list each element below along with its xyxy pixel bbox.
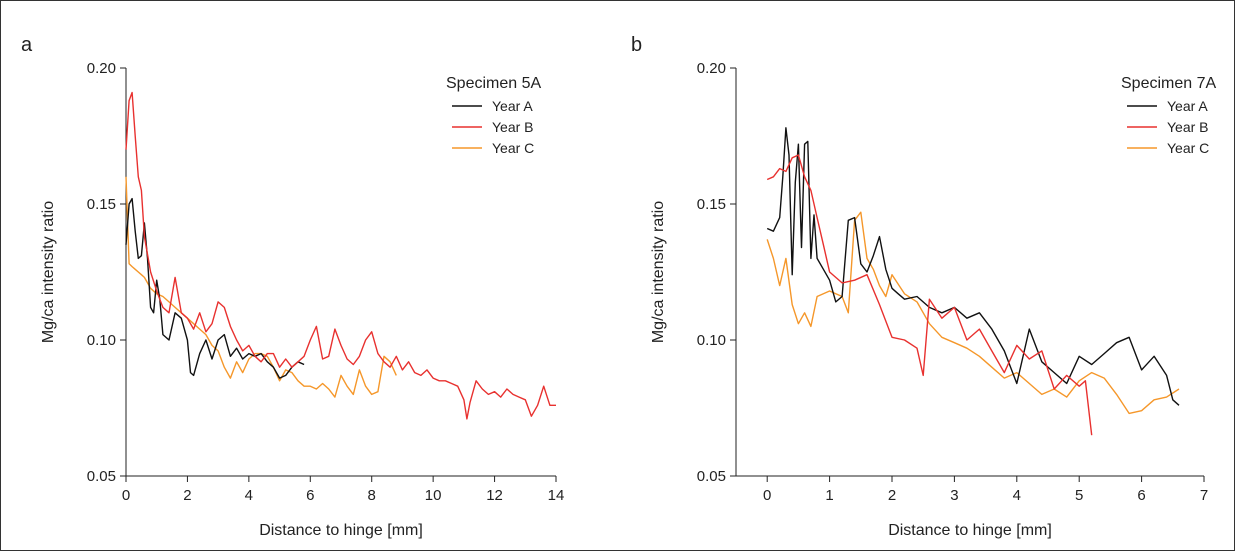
y-tick-label: 0.20 bbox=[87, 60, 116, 77]
legend-entry: Year B bbox=[1167, 119, 1209, 135]
series-line-year-c bbox=[125, 176, 397, 398]
y-tick-label: 0.20 bbox=[697, 60, 726, 77]
y-axis-label: Mg/ca intensity ratio bbox=[650, 201, 667, 343]
x-tick-label: 1 bbox=[825, 487, 833, 504]
x-tick-label: 4 bbox=[1013, 487, 1021, 504]
x-tick-label: 0 bbox=[763, 487, 771, 504]
x-tick-label: 2 bbox=[183, 487, 191, 504]
x-tick-label: 8 bbox=[368, 487, 376, 504]
series-line-year-a bbox=[766, 127, 1180, 406]
panel-label: a bbox=[21, 34, 33, 56]
legend-entry: Year A bbox=[1167, 98, 1208, 114]
x-tick-label: 14 bbox=[548, 487, 565, 504]
y-tick-label: 0.05 bbox=[87, 468, 116, 485]
legend-title: Specimen 5A bbox=[446, 75, 541, 92]
x-tick-label: 0 bbox=[122, 487, 130, 504]
x-tick-label: 7 bbox=[1200, 487, 1208, 504]
x-tick-label: 5 bbox=[1075, 487, 1083, 504]
legend-entry: Year C bbox=[492, 140, 534, 156]
x-tick-label: 4 bbox=[245, 487, 253, 504]
series-line-year-a bbox=[125, 197, 305, 379]
panel-label: b bbox=[631, 34, 642, 56]
series-line-year-b bbox=[125, 91, 556, 420]
x-tick-label: 12 bbox=[486, 487, 503, 504]
legend-title: Specimen 7A bbox=[1121, 75, 1216, 92]
legend-entry: Year A bbox=[492, 98, 533, 114]
y-tick-label: 0.05 bbox=[697, 468, 726, 485]
x-tick-label: 2 bbox=[888, 487, 896, 504]
y-axis-label: Mg/ca intensity ratio bbox=[40, 201, 57, 343]
x-tick-label: 6 bbox=[306, 487, 314, 504]
x-tick-label: 3 bbox=[950, 487, 958, 504]
x-tick-label: 6 bbox=[1137, 487, 1145, 504]
legend-entry: Year C bbox=[1167, 140, 1209, 156]
panel-a: a 0.05 0.10 0.15 0.20 0 2 4 6 8 10 12 14 Distance to … bbox=[21, 34, 564, 539]
x-axis-label: Distance to hinge [mm] bbox=[888, 522, 1052, 539]
y-tick-label: 0.15 bbox=[697, 196, 726, 213]
y-tick-label: 0.10 bbox=[697, 332, 726, 349]
x-tick-label: 10 bbox=[425, 487, 442, 504]
y-tick-label: 0.15 bbox=[87, 196, 116, 213]
series-line-year-c bbox=[766, 211, 1180, 415]
series-line-year-b bbox=[766, 154, 1093, 436]
legend-entry: Year B bbox=[492, 119, 534, 135]
y-tick-label: 0.10 bbox=[87, 332, 116, 349]
x-axis-label: Distance to hinge [mm] bbox=[259, 522, 423, 539]
panel-b: b 0.05 0.10 0.15 0.20 0 1 2 3 4 5 6 7 Distance to hin… bbox=[631, 34, 1216, 539]
